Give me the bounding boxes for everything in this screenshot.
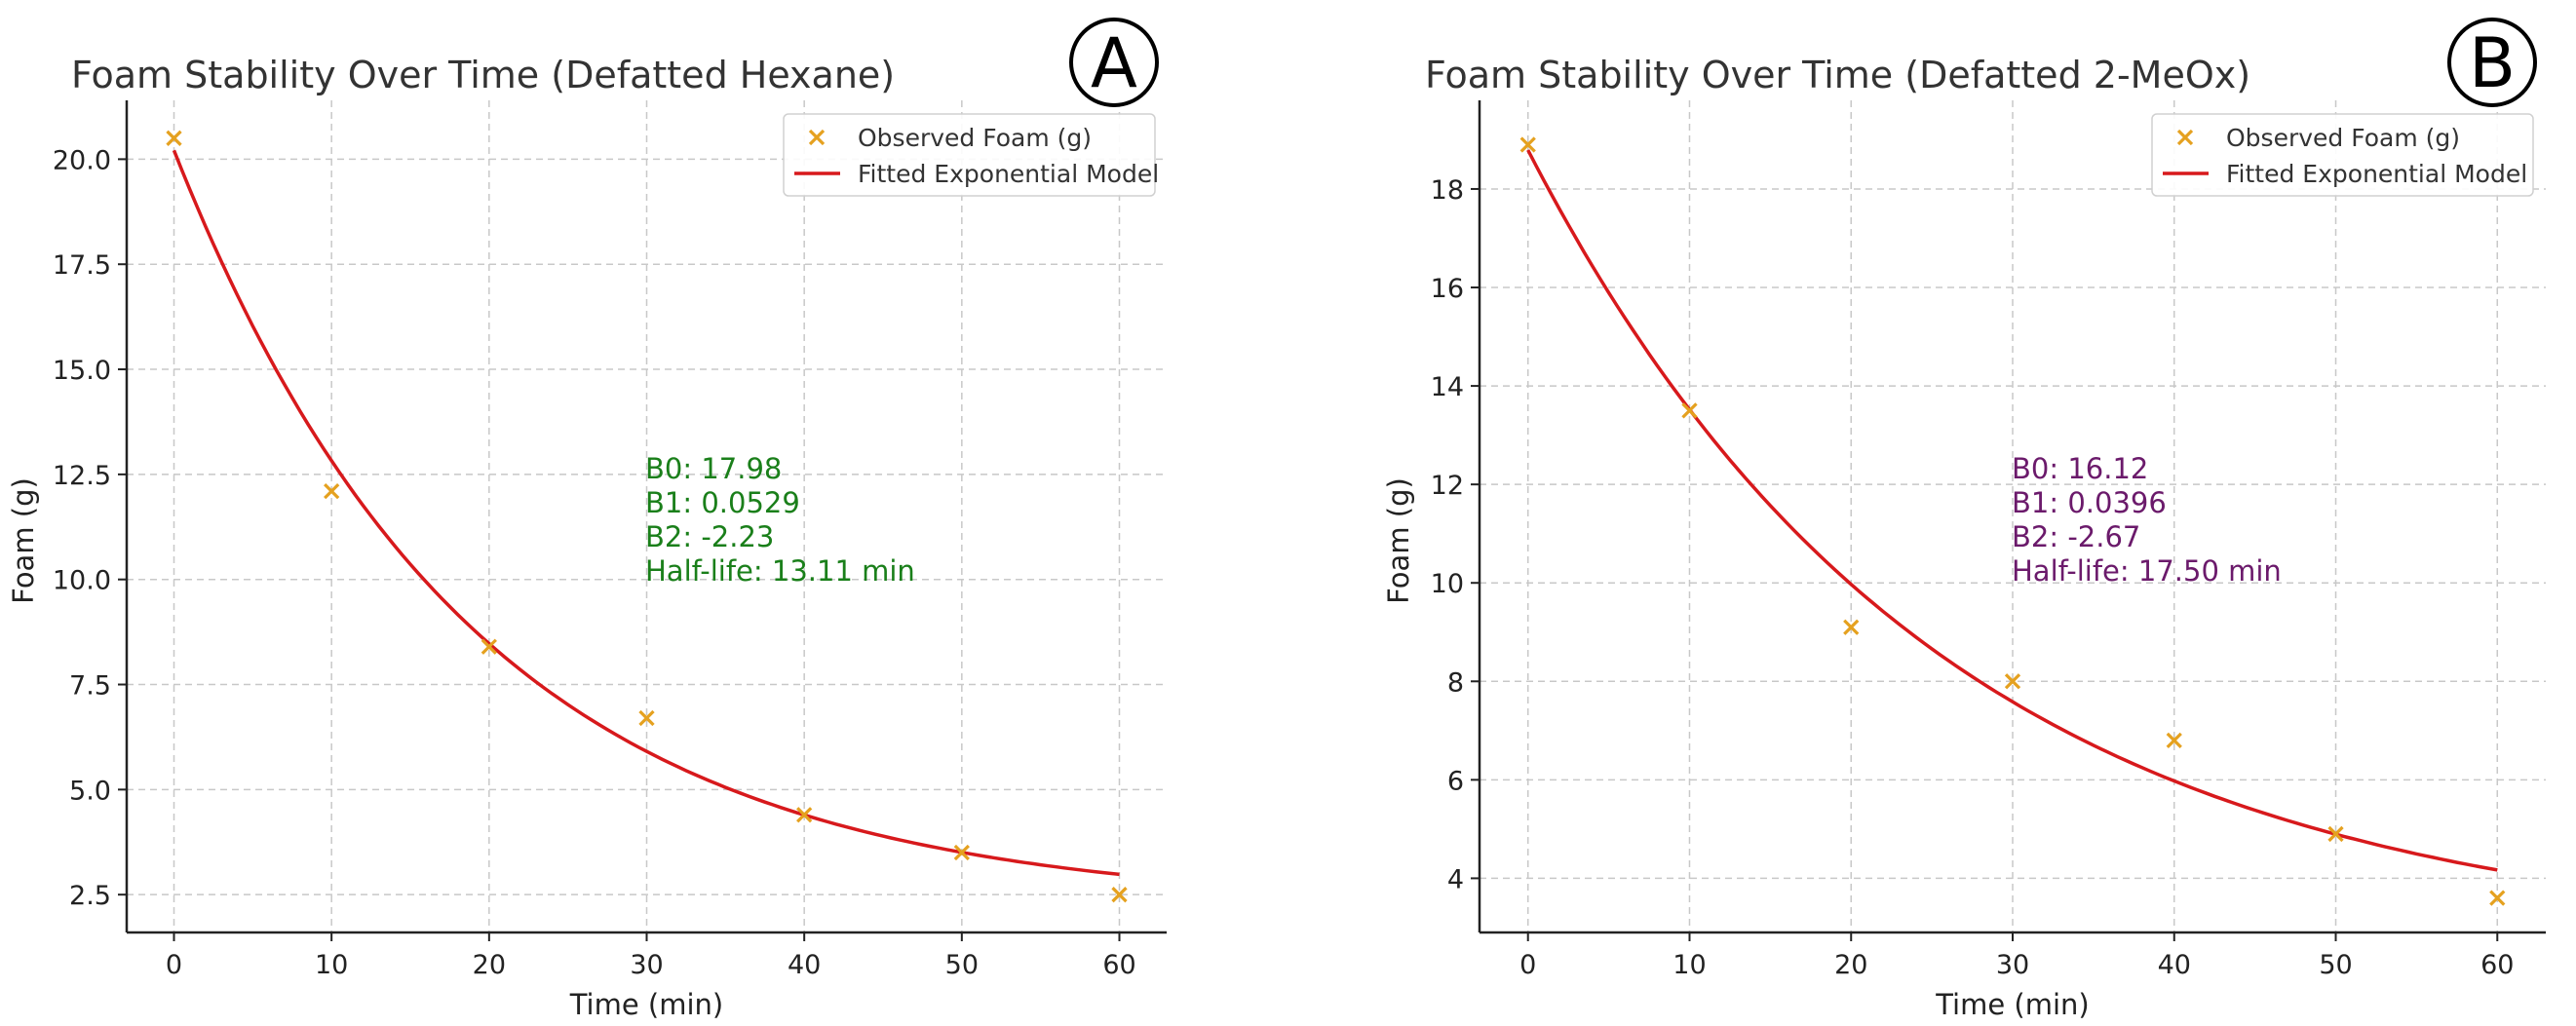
chart-b-data-point	[2004, 673, 2021, 690]
chart-a-x-tick-label: 0	[166, 950, 182, 980]
chart-b-legend-label-fit: Fitted Exponential Model	[2226, 160, 2527, 188]
chart-b-x-tick-label: 40	[2158, 950, 2191, 980]
chart-a-annotation-line: B2: -2.23	[645, 520, 774, 553]
chart-a-y-tick-label: 7.5	[69, 671, 111, 702]
chart-a-data-point	[324, 482, 340, 500]
chart-a-y-tick-label: 20.0	[53, 145, 111, 175]
chart-a-y-tick-label: 2.5	[69, 881, 111, 911]
chart-a-annotation-line: Half-life: 13.11 min	[645, 554, 915, 588]
chart-b-y-tick-label: 14	[1431, 372, 1464, 402]
chart-a-y-tick-label: 17.5	[53, 250, 111, 281]
chart-b-legend-box	[2151, 113, 2534, 197]
chart-b-data-point	[2489, 890, 2506, 906]
chart-b-data-point	[1519, 136, 1536, 153]
chart-b-x-tick-label: 30	[1996, 950, 2029, 980]
chart-a-title: Foam Stability Over Time (Defatted Hexan…	[71, 54, 895, 96]
chart-a-annotation-line: B1: 0.0529	[645, 486, 800, 519]
chart-a-x-tick-label: 10	[315, 950, 348, 980]
chart-a-x-tick-label: 50	[945, 950, 979, 980]
chart-a-badge-circle	[1069, 18, 1159, 107]
chart-a-data-point	[481, 638, 497, 655]
chart-b-data-point	[2327, 825, 2344, 843]
chart-b-y-tick-label: 6	[1447, 766, 1464, 796]
chart-b-y-tick-label: 8	[1447, 667, 1464, 698]
chart-b-annotation-line: B0: 16.12	[2012, 452, 2148, 485]
chart-b-x-tick-label: 60	[2480, 950, 2514, 980]
chart-a-legend-box	[783, 113, 1156, 197]
chart-a-x-tick-label: 30	[630, 950, 663, 980]
chart-a-annotation-line: B0: 17.98	[645, 452, 782, 485]
chart-b-y-tick-label: 16	[1431, 274, 1464, 304]
chart-a-data-point	[953, 844, 970, 861]
chart-b-x-axis-label: Time (min)	[1935, 988, 2090, 1021]
chart-b-y-tick-label: 18	[1431, 175, 1464, 206]
chart-a-data-point	[638, 709, 655, 727]
chart-a-data-point	[166, 130, 182, 146]
chart-b-title: Foam Stability Over Time (Defatted 2-MeO…	[1425, 54, 2250, 96]
chart-b-y-tick-label: 4	[1447, 864, 1464, 894]
chart-a-legend-label-fit: Fitted Exponential Model	[858, 160, 1159, 188]
chart-b-legend-label-observed: Observed Foam (g)	[2226, 124, 2460, 152]
chart-b-badge-letter: B	[2469, 23, 2516, 103]
chart-b-x-tick-label: 20	[1834, 950, 1867, 980]
chart-a-legend-marker-observed	[808, 129, 826, 146]
chart-a-y-tick-label: 10.0	[53, 566, 111, 596]
chart-b-annotation-line: B1: 0.0396	[2012, 486, 2167, 519]
chart-b-annotation-line: B2: -2.67	[2012, 520, 2140, 553]
chart-a-badge-letter: A	[1091, 23, 1137, 103]
chart-b-data-point	[1843, 619, 1860, 635]
chart-a-x-tick-label: 60	[1102, 950, 1135, 980]
chart-b-x-tick-label: 0	[1519, 950, 1536, 980]
chart-a-panel: 0 10 20 30 40 50 60 2.5 5.0 7.5 10.0 12.5 15.0 17.5 20…	[7, 18, 1167, 1021]
chart-b-legend-marker-observed	[2176, 129, 2194, 146]
chart-b-x-tick-label: 10	[1672, 950, 1706, 980]
chart-b-y-axis-label: Foam (g)	[1382, 477, 1415, 604]
chart-a-x-axis-label: Time (min)	[569, 988, 724, 1021]
chart-b-annotation-line: Half-life: 17.50 min	[2012, 554, 2282, 588]
chart-a-x-tick-label: 20	[473, 950, 506, 980]
chart-a-y-tick-label: 12.5	[53, 461, 111, 491]
chart-b-panel: 0 10 20 30 40 50 60 4 6 8 10 12 14 16 18 Time (min) Foam…	[1382, 18, 2546, 1021]
chart-a-x-tick-label: 40	[788, 950, 821, 980]
chart-b-badge-circle	[2447, 18, 2537, 107]
chart-a-legend-label-observed: Observed Foam (g)	[858, 124, 1092, 152]
chart-a-y-axis-label: Foam (g)	[7, 477, 40, 604]
chart-b-y-tick-label: 10	[1431, 569, 1464, 599]
chart-b-data-point	[1681, 402, 1698, 419]
chart-b-data-point	[2166, 732, 2182, 749]
chart-a-data-point	[1111, 887, 1128, 903]
chart-b-x-tick-label: 50	[2319, 950, 2352, 980]
chart-a-y-tick-label: 5.0	[69, 776, 111, 806]
chart-a-data-point	[796, 807, 813, 823]
chart-b-y-tick-label: 12	[1431, 471, 1464, 501]
chart-a-y-tick-label: 15.0	[53, 356, 111, 386]
